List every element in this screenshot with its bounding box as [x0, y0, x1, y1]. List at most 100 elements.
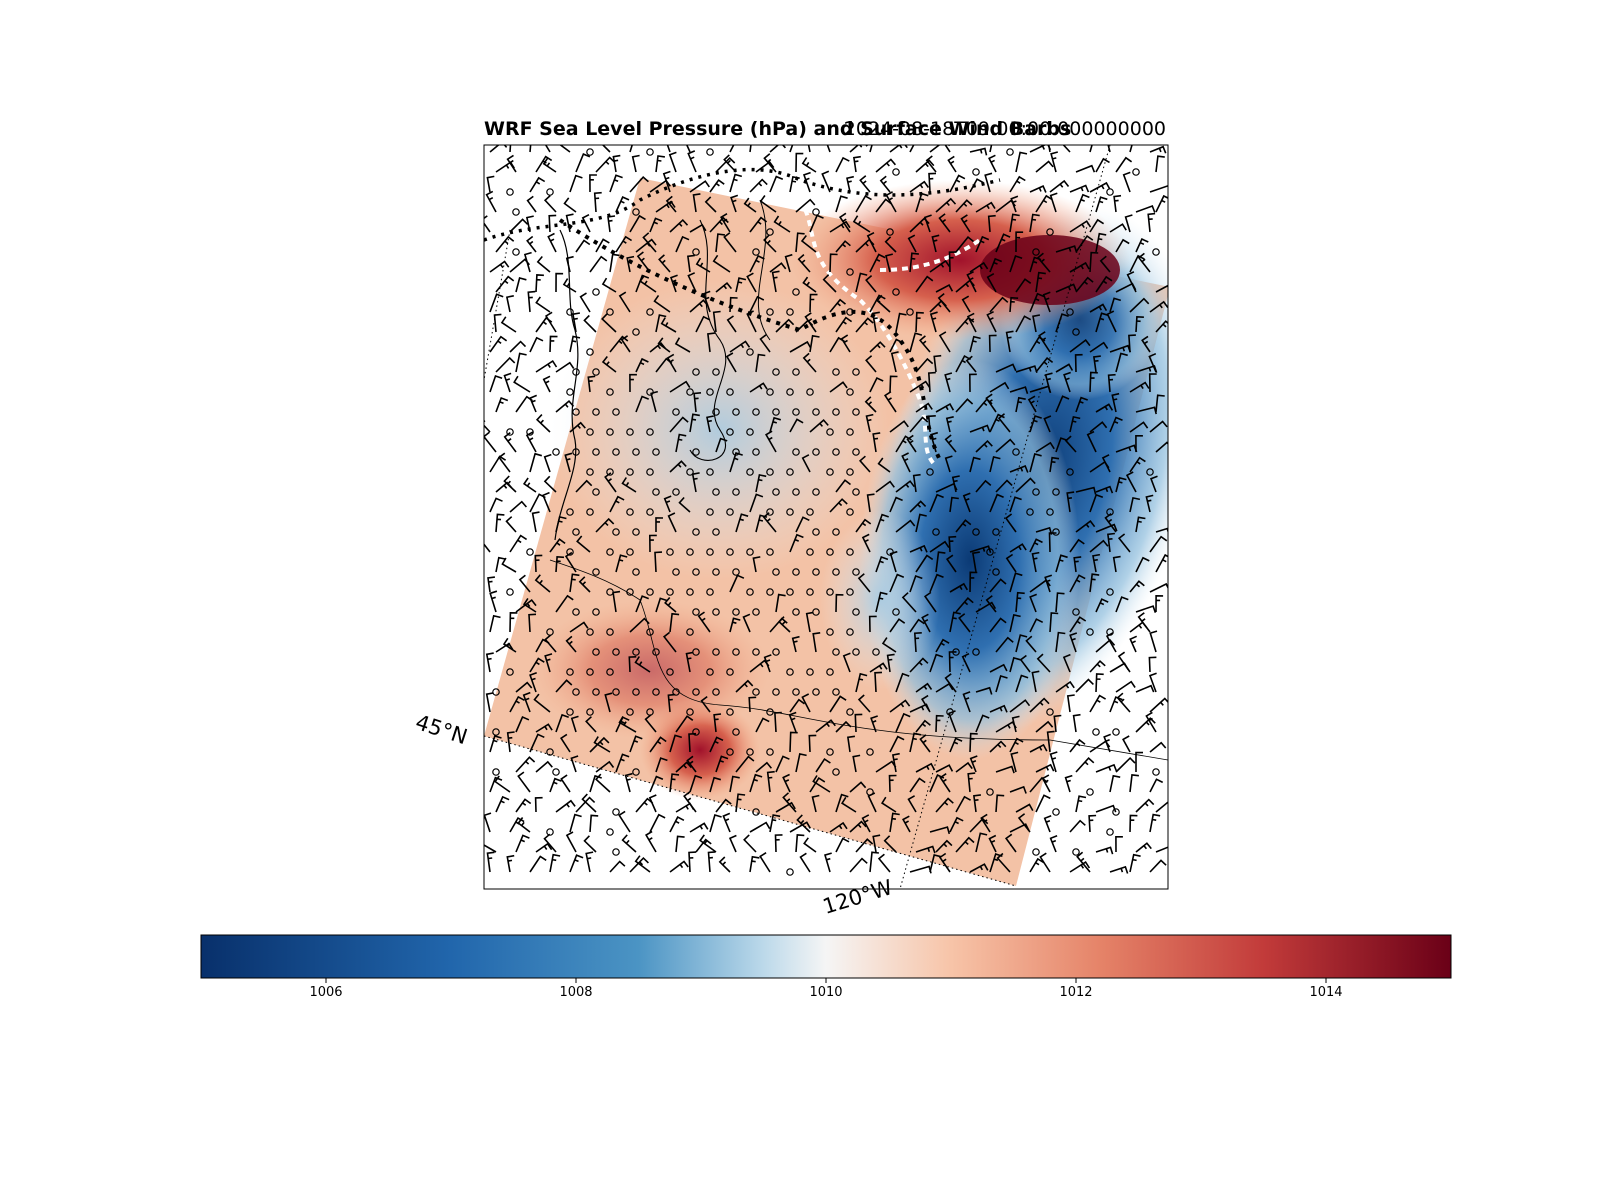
calm-wind-marker — [592, 368, 600, 376]
wind-barb — [636, 251, 651, 273]
wind-barb — [505, 295, 514, 313]
wind-barb — [1137, 612, 1151, 633]
wind-barb — [742, 613, 751, 633]
wind-barb — [702, 290, 711, 313]
wind-barb — [929, 493, 944, 513]
wind-barb — [789, 533, 804, 553]
wind-barb — [989, 413, 1005, 433]
wind-barb — [868, 615, 877, 633]
wind-barb — [542, 157, 557, 173]
wind-barb — [799, 852, 811, 873]
calm-wind-marker — [706, 508, 714, 516]
plot-time-label: 2024-08-18T09:00:00.000000000 — [843, 118, 1166, 140]
wind-barb — [1089, 493, 1104, 513]
wind-barb — [989, 257, 1002, 273]
wind-barb — [1049, 751, 1058, 773]
wind-barb — [1129, 853, 1141, 873]
wind-barb — [803, 837, 817, 853]
calm-wind-marker — [972, 528, 980, 536]
wind-barb — [709, 736, 724, 753]
wind-barb — [570, 715, 579, 733]
wind-barb — [1089, 181, 1111, 193]
wind-barb — [629, 735, 643, 753]
wind-barb — [875, 555, 889, 573]
calm-wind-marker — [806, 388, 814, 396]
calm-wind-marker — [632, 688, 640, 696]
wind-barb — [915, 311, 924, 333]
calm-wind-marker — [826, 588, 834, 596]
calm-wind-marker — [792, 568, 800, 576]
wind-barb — [909, 732, 922, 753]
wind-barb — [995, 438, 1016, 453]
calm-wind-marker — [1106, 588, 1114, 596]
wind-barb — [569, 854, 584, 873]
wind-barb — [601, 145, 611, 153]
wind-barb — [962, 691, 971, 713]
wind-barb — [515, 277, 527, 293]
colorbar-tick-label: 1008 — [559, 985, 593, 1000]
wind-barb — [889, 699, 911, 713]
wind-barb — [1041, 774, 1051, 793]
calm-wind-marker — [626, 708, 634, 716]
wind-barb — [909, 416, 929, 433]
wind-barb — [515, 681, 533, 693]
wind-barb — [807, 145, 811, 153]
wind-barb — [835, 240, 851, 253]
wind-barb — [1104, 513, 1117, 533]
calm-wind-marker — [806, 548, 814, 556]
wind-barb — [713, 713, 722, 733]
calm-wind-marker — [786, 308, 794, 316]
calm-wind-marker — [792, 408, 800, 416]
wind-barb — [1035, 271, 1046, 293]
calm-wind-marker — [746, 348, 754, 356]
calm-wind-marker — [812, 408, 820, 416]
calm-wind-marker — [852, 648, 860, 656]
wind-barb — [1129, 254, 1145, 273]
wind-barb — [587, 375, 596, 393]
wind-barb — [1107, 532, 1115, 553]
calm-wind-marker — [686, 708, 694, 716]
wind-barb — [1009, 296, 1019, 313]
wind-barb — [1009, 464, 1029, 473]
calm-wind-marker — [1032, 848, 1040, 856]
wind-barb — [907, 795, 917, 813]
wind-barb — [535, 359, 558, 373]
wind-barb — [1089, 303, 1108, 313]
wind-barb — [649, 813, 666, 833]
calm-wind-marker — [732, 608, 740, 616]
calm-wind-marker — [846, 508, 854, 516]
calm-wind-marker — [786, 468, 794, 476]
wind-barb — [789, 340, 812, 353]
wind-barb — [544, 311, 557, 333]
wind-barb — [961, 295, 971, 313]
wind-barbs — [484, 145, 1168, 876]
wind-barb — [1145, 494, 1154, 513]
calm-wind-marker — [506, 188, 514, 196]
wind-barb — [984, 172, 993, 193]
wind-barb — [955, 795, 971, 813]
calm-wind-marker — [1146, 468, 1154, 476]
wind-barb — [1015, 674, 1029, 693]
wind-barb — [1135, 842, 1152, 853]
calm-wind-marker — [826, 628, 834, 636]
wind-barb — [1095, 196, 1108, 213]
calm-wind-marker — [626, 428, 634, 436]
wind-barb — [902, 815, 911, 833]
wind-barb — [1055, 437, 1068, 453]
wind-barb — [489, 260, 510, 273]
wind-barb — [609, 335, 629, 353]
wind-barb — [881, 796, 897, 813]
wind-barb — [1049, 192, 1058, 213]
wind-barb — [944, 372, 953, 393]
wind-barb — [1004, 833, 1017, 853]
calm-wind-marker — [752, 248, 760, 256]
wind-barb — [729, 574, 745, 593]
wind-barb — [547, 232, 557, 253]
wind-barb — [909, 332, 923, 353]
calm-wind-marker — [646, 468, 654, 476]
wind-barb — [995, 363, 1017, 373]
wind-barb — [1155, 155, 1165, 173]
colorbar-tick-label: 1006 — [309, 985, 343, 1000]
calm-wind-marker — [826, 468, 834, 476]
calm-wind-marker — [566, 308, 574, 316]
